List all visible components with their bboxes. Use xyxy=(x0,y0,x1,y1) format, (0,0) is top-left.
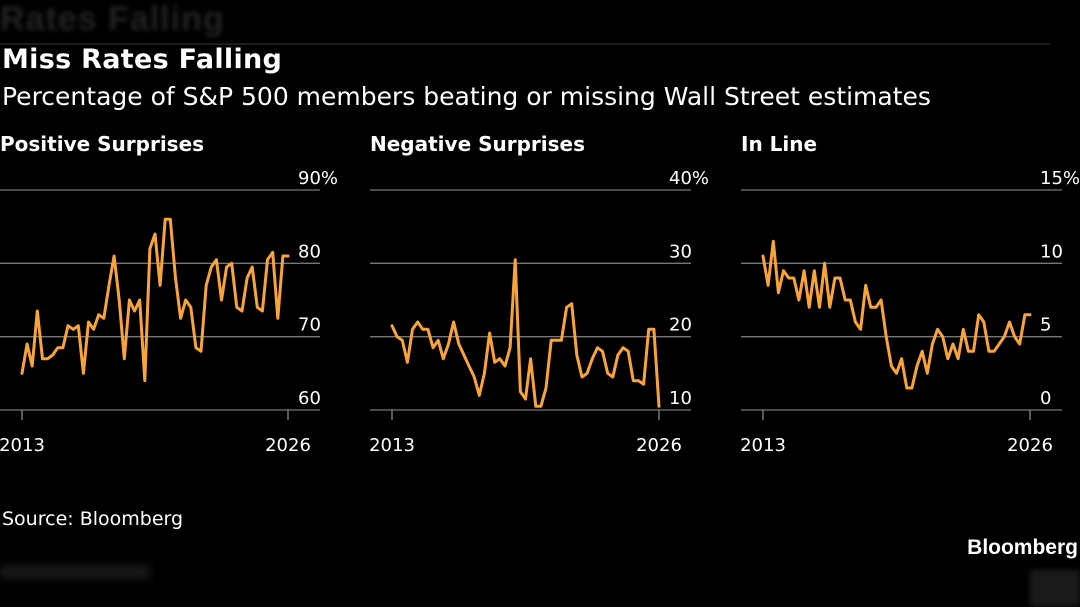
panel-2-x-tick-label: 2026 xyxy=(636,435,682,456)
faded-header-ghost: Rates Falling xyxy=(0,0,225,38)
panel-1-y-tick-label: 70 xyxy=(298,315,321,336)
blurred-artifact xyxy=(0,565,150,579)
panel-3-x-tick-label: 2013 xyxy=(740,435,786,456)
panel-2-y-tick-label: 40% xyxy=(669,168,709,189)
panel-2-y-tick-label: 20 xyxy=(669,315,692,336)
panel-1-y-tick-label: 80 xyxy=(298,241,321,262)
panel-1-series-line xyxy=(20,217,290,383)
panel-2-x-tick-label: 2013 xyxy=(369,435,415,456)
charts-panel-area: Positive Surprises 60 70 80 90% 2013 2026 Negat… xyxy=(0,132,1080,456)
panel-3-x-tick-label: 2026 xyxy=(1007,435,1053,456)
chart-title: Miss Rates Falling xyxy=(2,44,283,75)
panel-2-y-tick-label: 30 xyxy=(669,241,692,262)
panel-1-x-tick-label: 2013 xyxy=(0,435,45,456)
chart-subtitle: Percentage of S&P 500 members beating or… xyxy=(2,82,931,111)
panel-3-y-tick-label: 5 xyxy=(1040,315,1051,336)
panel-3-y-tick-label: 10 xyxy=(1040,241,1063,262)
top-rule xyxy=(0,43,1050,45)
bloomberg-logo: Bloomberg xyxy=(967,536,1078,559)
panel-1-y-tick-label: 60 xyxy=(298,388,321,409)
panel-1-y-tick-label: 90% xyxy=(298,168,338,189)
panel-3-title: In Line xyxy=(741,132,817,156)
panel-1-x-tick-label: 2026 xyxy=(265,435,311,456)
panel-2-title: Negative Surprises xyxy=(370,132,585,156)
panel-3-y-tick-label: 15% xyxy=(1040,168,1080,189)
panel-2-y-tick-label: 10 xyxy=(669,388,692,409)
panel-3-series-line xyxy=(761,239,1032,390)
panel-3-y-tick-label: 0 xyxy=(1040,388,1051,409)
panel-1-title: Positive Surprises xyxy=(0,132,204,156)
panel-2-series-line xyxy=(390,258,661,408)
blurred-corner-artifact xyxy=(1030,570,1080,607)
source-note: Source: Bloomberg xyxy=(2,508,184,530)
